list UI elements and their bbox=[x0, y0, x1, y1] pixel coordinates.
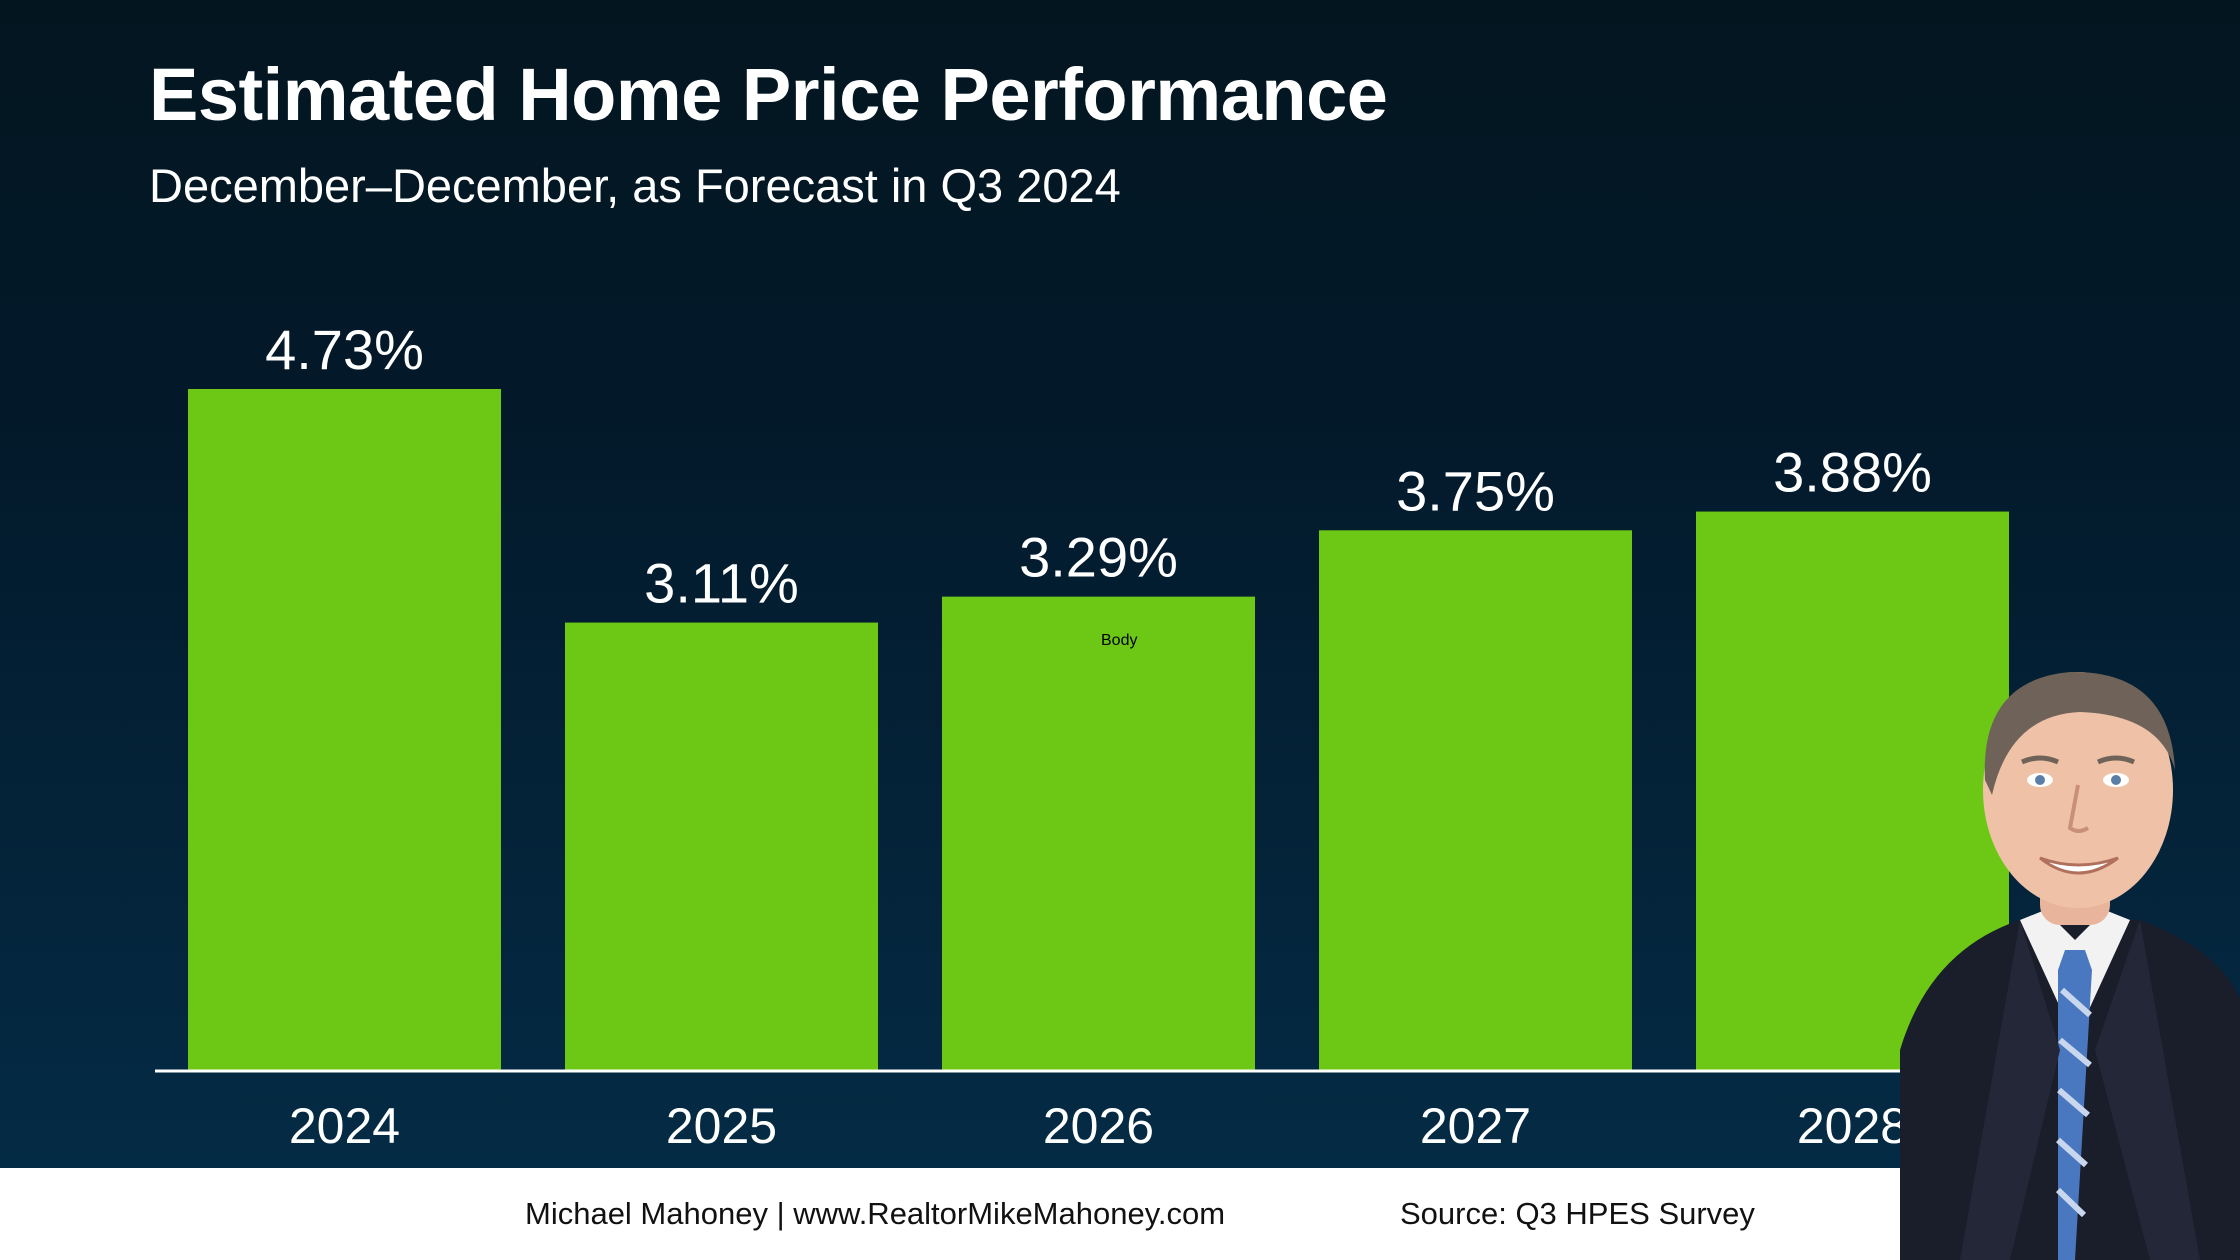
body-placeholder-label: Body bbox=[1101, 632, 1138, 649]
footer-source: Source: Q3 HPES Survey bbox=[1400, 1196, 1755, 1231]
data-label-2024: 4.73% bbox=[265, 318, 424, 381]
x-tick-label-2026: 2026 bbox=[1043, 1098, 1154, 1154]
bar-2025 bbox=[565, 622, 878, 1071]
data-label-2027: 3.75% bbox=[1396, 459, 1555, 522]
x-tick-label-2028: 2028 bbox=[1797, 1098, 1908, 1154]
slide-background: 4.73% 2024 3.11% 2025 3.29% 2026 3.75% 2027 3.88… bbox=[0, 0, 2240, 1168]
bar-chart: 4.73% 2024 3.11% 2025 3.29% 2026 3.75% 2027 3.88… bbox=[188, 318, 2009, 1154]
footer-bar: Michael Mahoney | www.RealtorMikeMahoney… bbox=[0, 1168, 2240, 1260]
x-tick-label-2024: 2024 bbox=[289, 1098, 400, 1154]
footer-credit: Michael Mahoney | www.RealtorMikeMahoney… bbox=[525, 1196, 1226, 1231]
bar-2027 bbox=[1319, 530, 1632, 1071]
bar-2026 bbox=[942, 596, 1255, 1071]
x-tick-label-2025: 2025 bbox=[666, 1098, 777, 1154]
data-label-2025: 3.11% bbox=[644, 552, 799, 615]
chart-subtitle: December–December, as Forecast in Q3 202… bbox=[149, 159, 1121, 212]
bar-2024 bbox=[188, 389, 501, 1071]
data-label-2026: 3.29% bbox=[1019, 526, 1178, 589]
chart-title: Estimated Home Price Performance bbox=[149, 53, 1388, 136]
agent-portrait-photo bbox=[1900, 671, 2240, 1260]
data-label-2028: 3.88% bbox=[1773, 441, 1932, 504]
x-tick-label-2027: 2027 bbox=[1420, 1098, 1531, 1154]
